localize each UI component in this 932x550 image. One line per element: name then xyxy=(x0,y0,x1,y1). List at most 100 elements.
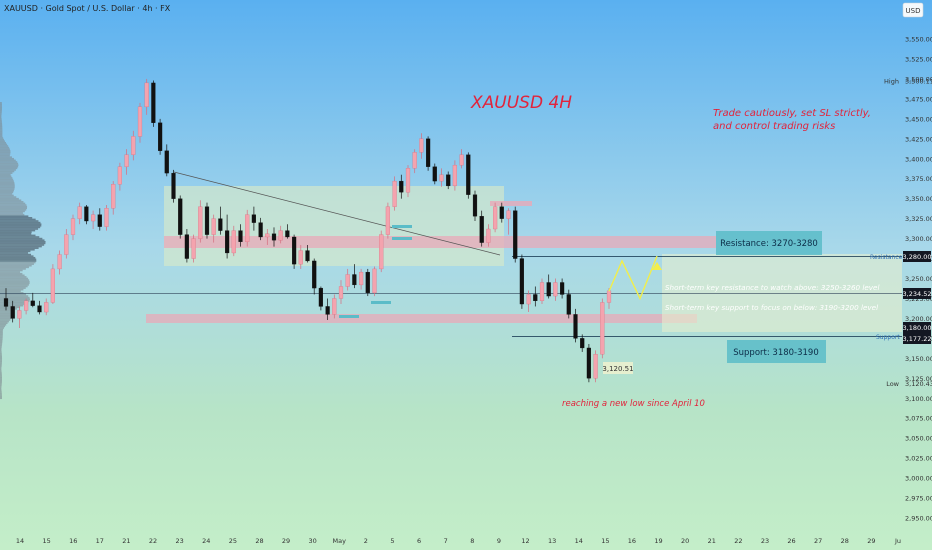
volume-bar xyxy=(0,153,11,155)
volume-bar xyxy=(0,264,32,267)
candle-body xyxy=(184,234,189,259)
resistance-box[interactable] xyxy=(716,231,822,255)
volume-bar xyxy=(0,266,29,269)
volume-bar xyxy=(0,346,2,348)
candle-body xyxy=(566,294,571,315)
candle-body xyxy=(446,174,451,187)
time-tick-label: 16 xyxy=(628,537,636,545)
volume-bar xyxy=(0,343,3,345)
price-tick-label: 2,950.00 xyxy=(905,515,932,523)
candle-body xyxy=(70,218,76,235)
volume-bar xyxy=(0,197,19,200)
volume-bar xyxy=(0,331,3,334)
volume-bar xyxy=(0,191,14,194)
candle-body xyxy=(305,250,310,262)
candle-body xyxy=(218,218,223,231)
candle-body xyxy=(593,354,598,379)
volume-bar xyxy=(0,328,4,331)
volume-bar xyxy=(0,245,42,248)
support-box-label: Support: 3180-3190 xyxy=(733,348,819,358)
trend-line[interactable] xyxy=(173,171,501,256)
volume-bar xyxy=(0,221,41,224)
volume-bar xyxy=(0,252,29,254)
candle-body xyxy=(560,282,565,295)
candle-body xyxy=(285,230,290,238)
volume-bar xyxy=(0,234,36,237)
price-tick-label: 3,450.00 xyxy=(905,115,932,123)
volume-bar xyxy=(0,138,4,141)
candle-body xyxy=(298,250,303,265)
candle-body xyxy=(137,106,143,137)
volume-bar xyxy=(0,351,2,353)
candle-body xyxy=(44,302,49,313)
support-box[interactable] xyxy=(727,340,826,363)
volume-bar xyxy=(0,148,10,150)
volume-bar xyxy=(0,110,2,112)
volume-bar xyxy=(0,121,2,123)
candle-body xyxy=(472,194,478,217)
candle-body xyxy=(459,154,464,166)
volume-bar xyxy=(0,325,6,328)
candle-body xyxy=(151,82,156,123)
price-tick-label: 3,075.00 xyxy=(905,415,932,423)
volume-bar xyxy=(0,114,2,117)
volume-bar xyxy=(0,284,29,286)
volume-bar xyxy=(0,339,3,342)
volume-bar xyxy=(0,113,2,115)
volume-bar xyxy=(0,118,2,120)
volume-bar xyxy=(0,395,2,398)
volume-bar xyxy=(0,217,33,219)
candle-body xyxy=(50,268,55,303)
volume-bar xyxy=(0,141,6,144)
volume-bar xyxy=(0,202,26,205)
candle-body xyxy=(486,228,491,243)
currency-badge[interactable] xyxy=(902,2,924,18)
time-tick-label: 15 xyxy=(42,537,50,545)
time-axis[interactable]: 14 15 16 17 21 22 23 24 25 28 29 30 May 2 5 6 7 8 9 12 13 14 1… xyxy=(16,537,901,545)
minor-zone xyxy=(490,201,532,206)
candle-body xyxy=(466,154,471,195)
volume-bar xyxy=(0,119,2,122)
candle-body xyxy=(606,290,612,303)
candle-body xyxy=(131,136,136,155)
candle-body xyxy=(318,287,323,307)
volume-profile xyxy=(0,102,46,400)
volume-bar xyxy=(0,178,14,181)
time-tick-label: 29 xyxy=(867,537,875,545)
time-tick-label: 23 xyxy=(175,537,183,545)
price-tick-label: 3,350.00 xyxy=(905,195,932,203)
time-tick-label: 28 xyxy=(255,537,263,545)
volume-bar xyxy=(0,126,3,128)
volume-bar xyxy=(0,391,2,393)
symbol-info: XAUUSD · Gold Spot / U.S. Dollar · 4h · … xyxy=(4,4,171,13)
volume-bar xyxy=(0,394,2,396)
price-tick-label: 3,250.00 xyxy=(905,275,932,283)
volume-bar xyxy=(0,359,3,361)
volume-bar xyxy=(0,185,15,187)
candle-body xyxy=(513,210,518,259)
chart-title: XAUUSD 4H xyxy=(470,93,572,113)
volume-bar xyxy=(0,151,11,154)
risk-note-line1: Trade cautiously, set SL strictly, xyxy=(713,108,871,119)
candle-body xyxy=(292,236,297,265)
volume-bar xyxy=(0,199,22,202)
volume-bar xyxy=(0,130,3,133)
volume-bar xyxy=(0,132,3,135)
volume-bar xyxy=(0,309,14,312)
volume-bar xyxy=(0,349,2,352)
volume-bar xyxy=(0,161,18,163)
volume-bar xyxy=(0,116,2,119)
candle-body xyxy=(426,138,431,167)
volume-bar xyxy=(0,365,2,368)
volume-bar xyxy=(0,129,3,131)
volume-bar xyxy=(0,108,2,111)
volume-bar xyxy=(0,210,25,213)
volume-bar xyxy=(0,196,17,198)
volume-bar xyxy=(0,261,36,264)
resistance-box-label: Resistance: 3270-3280 xyxy=(720,239,818,249)
volume-bar xyxy=(0,173,11,176)
volume-bar xyxy=(0,376,2,379)
candle-body xyxy=(586,347,591,379)
price-axis[interactable]: 3,550.00 3,525.00 3,500.00 3,475.00 3,450.00… xyxy=(905,36,932,523)
